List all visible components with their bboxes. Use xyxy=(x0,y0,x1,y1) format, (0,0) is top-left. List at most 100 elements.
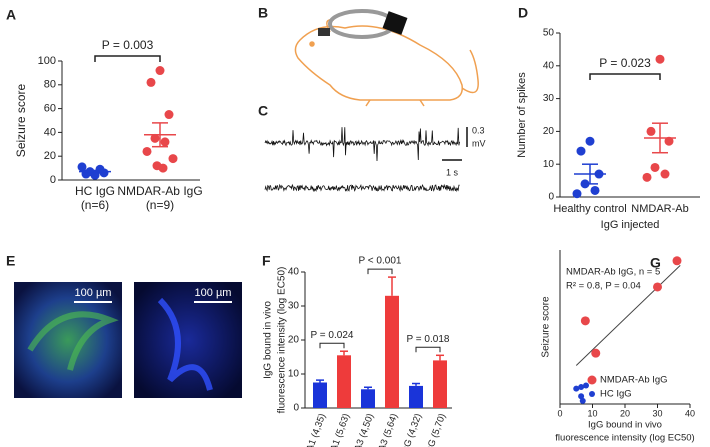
significance-bracket xyxy=(415,346,441,353)
panel-label: A xyxy=(6,7,16,23)
data-point xyxy=(578,393,585,400)
data-point xyxy=(583,382,589,389)
data-point xyxy=(573,385,580,392)
x-axis-label: IgG injected xyxy=(601,219,660,231)
data-point xyxy=(155,66,165,76)
panel-label: F xyxy=(262,253,271,269)
micrograph xyxy=(134,282,242,398)
scale-label: 100 µm xyxy=(195,287,232,299)
data-point xyxy=(585,136,595,146)
annotation: P = 0.024 xyxy=(311,330,354,341)
y-tick-label: 10 xyxy=(288,369,300,380)
x-tick-label: 40 xyxy=(685,408,695,418)
y-tick-label: 10 xyxy=(543,159,555,170)
significance-bracket xyxy=(94,55,161,62)
panel-label: G xyxy=(650,255,661,271)
panel-label: E xyxy=(6,253,15,269)
y-tick-label: 30 xyxy=(288,301,300,312)
x-tick-label: CA3 (4,50) xyxy=(350,412,376,447)
x-tick-label: 0 xyxy=(557,408,562,418)
data-point xyxy=(646,126,656,136)
data-point xyxy=(578,384,585,391)
x-tick-label: NMDAR-Ab xyxy=(631,203,688,215)
y-tick-label: 40 xyxy=(288,267,300,278)
y-tick-label: 0 xyxy=(548,192,554,203)
data-point xyxy=(158,163,168,173)
eeg-trace xyxy=(264,183,460,193)
data-point xyxy=(164,110,174,120)
data-point xyxy=(142,146,152,156)
y-tick-label: 20 xyxy=(44,150,56,162)
scale-label: 100 µm xyxy=(75,287,112,299)
y-tick-label: 40 xyxy=(543,60,555,71)
y-tick-label: 40 xyxy=(44,126,56,138)
bar xyxy=(361,389,375,408)
y-axis-label: Seizure score xyxy=(14,83,28,157)
y-axis-label: Seizure score xyxy=(541,296,552,358)
x-axis-label: IgG bound in vivo xyxy=(588,420,662,431)
data-point xyxy=(653,282,662,292)
x-tick-label: CA3 (5,64) xyxy=(374,412,400,447)
legend-marker xyxy=(587,375,597,385)
annotation: NMDAR-Ab IgG, n = 5 xyxy=(566,267,660,278)
data-point xyxy=(576,146,586,156)
data-point xyxy=(591,348,601,358)
data-point xyxy=(579,397,586,404)
data-point xyxy=(580,316,590,326)
bar xyxy=(337,355,351,408)
eeg-trace xyxy=(264,127,460,162)
y-tick-label: 20 xyxy=(288,335,300,346)
bar xyxy=(313,382,327,408)
scale-label: 1 s xyxy=(446,167,459,177)
scale-label: 0.3 xyxy=(472,125,485,135)
x-tick-label: 10 xyxy=(587,408,597,418)
data-point xyxy=(590,185,600,195)
y-axis-label: fluorescence intensity (log EC50) xyxy=(277,267,288,414)
data-point xyxy=(572,189,582,199)
data-point xyxy=(650,162,660,172)
x-tick-label: 30 xyxy=(652,408,662,418)
data-point xyxy=(655,54,665,64)
data-point xyxy=(672,256,682,266)
data-point xyxy=(642,172,652,182)
legend-label: HC IgG xyxy=(600,389,632,400)
bar xyxy=(433,360,447,408)
significance-bracket xyxy=(367,268,393,275)
legend-label: NMDAR-Ab IgG xyxy=(600,375,668,386)
annotation: P = 0.023 xyxy=(599,56,651,70)
y-tick-label: 20 xyxy=(543,126,555,137)
data-point xyxy=(160,137,170,147)
data-point xyxy=(150,133,160,143)
significance-bracket xyxy=(319,342,345,349)
bar xyxy=(385,295,399,408)
headstage xyxy=(318,9,408,39)
x-tick-note: (n=6) xyxy=(81,198,109,212)
x-tick-label: Healthy control xyxy=(553,203,626,215)
data-point xyxy=(77,162,87,172)
y-tick-label: 100 xyxy=(38,55,56,67)
data-point xyxy=(168,154,178,164)
annotation: P = 0.003 xyxy=(102,38,154,52)
x-tick-label: CA1 (4,35) xyxy=(302,412,328,447)
y-tick-label: 30 xyxy=(543,93,555,104)
panel-label: D xyxy=(518,5,528,21)
fit-line xyxy=(575,265,681,366)
panel-label: B xyxy=(258,5,268,21)
y-tick-label: 0 xyxy=(50,174,56,186)
micrograph xyxy=(14,282,122,398)
legend-marker xyxy=(589,391,595,397)
data-point xyxy=(664,136,674,146)
x-axis-label: fluorescence intensity (log EC50) xyxy=(555,433,694,444)
y-tick-label: 60 xyxy=(44,103,56,115)
data-point xyxy=(146,77,156,87)
data-point xyxy=(660,169,670,179)
y-tick-label: 0 xyxy=(293,403,299,414)
x-tick-label: NMDAR-Ab IgG xyxy=(117,184,202,198)
y-tick-label: 50 xyxy=(543,28,555,39)
y-axis-label: Number of spikes xyxy=(516,72,528,158)
scale-label: mV xyxy=(472,138,486,148)
x-tick-label: DG (5,70) xyxy=(424,412,449,447)
x-tick-label: CA1 (5,63) xyxy=(326,412,352,447)
x-tick-label: DG (4,32) xyxy=(400,412,425,447)
annotation: P = 0.018 xyxy=(407,334,450,345)
